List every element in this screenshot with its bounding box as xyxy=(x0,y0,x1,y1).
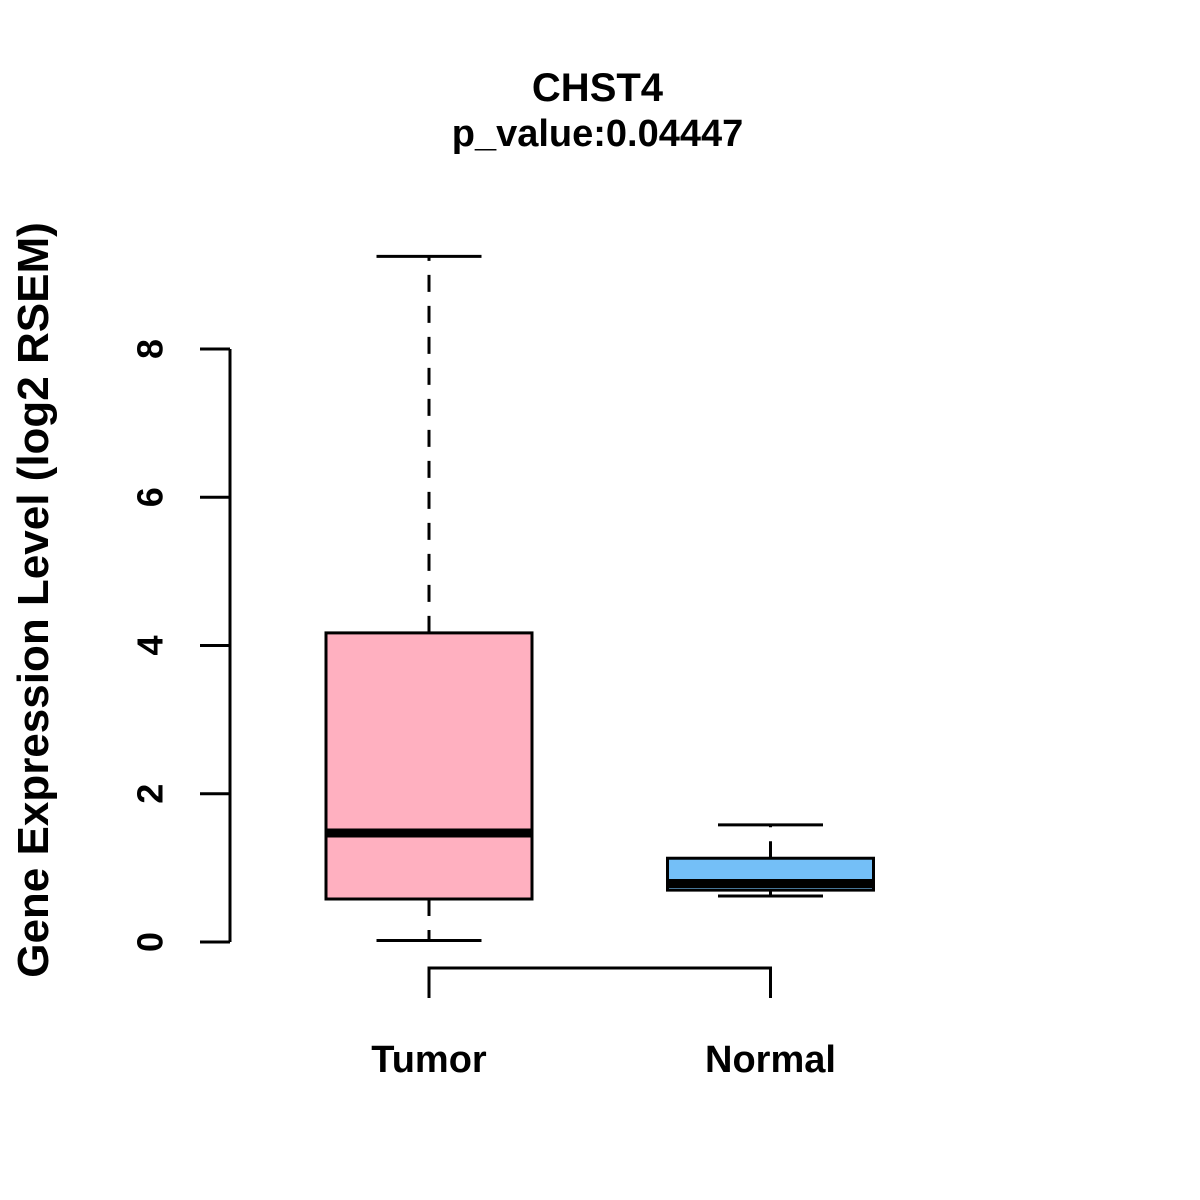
comparison-bracket xyxy=(427,966,772,998)
x-label-normal: Normal xyxy=(705,1039,836,1081)
x-label-tumor: Tumor xyxy=(371,1039,487,1081)
y-tick-label: 6 xyxy=(130,487,171,507)
box-tumor xyxy=(324,631,534,901)
chart-title: CHST4 xyxy=(531,66,664,110)
y-tick-label: 2 xyxy=(130,784,171,804)
y-tick-label: 4 xyxy=(130,635,171,655)
chart-subtitle: p_value:0.04447 xyxy=(451,113,744,155)
y-tick-label: 8 xyxy=(130,339,171,359)
y-tick-label: 0 xyxy=(130,932,171,952)
